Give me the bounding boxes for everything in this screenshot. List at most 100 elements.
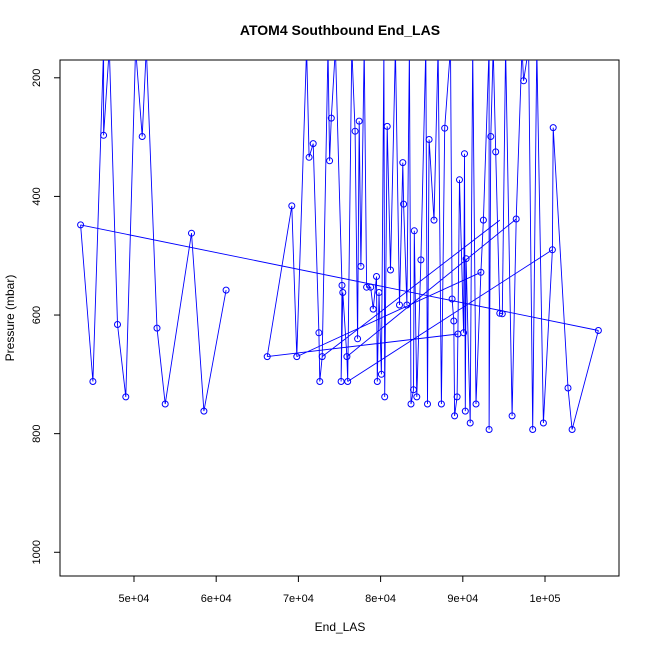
data-point: [381, 393, 389, 401]
y-axis: 200 400 600 800 1000: [31, 69, 60, 565]
data-point: [326, 157, 334, 165]
data-point: [361, 45, 367, 51]
data-point: [403, 301, 411, 309]
data-point: [472, 400, 480, 408]
y-tick-label: 200: [31, 69, 43, 87]
data-point: [373, 378, 381, 385]
y-tick-label: 600: [31, 306, 43, 324]
data-point: [138, 133, 146, 140]
data-point: [479, 216, 487, 224]
data-point: [363, 283, 371, 291]
data-point: [519, 45, 525, 51]
data-point: [188, 229, 195, 237]
data-point: [343, 353, 351, 361]
data-point: [520, 77, 528, 85]
data-point: [101, 45, 107, 51]
data-point: [309, 140, 317, 148]
data-point: [354, 335, 362, 343]
data-point: [338, 281, 346, 289]
data-point: [594, 327, 602, 334]
data-point: [263, 353, 271, 361]
data-point: [539, 419, 547, 427]
data-point: [122, 393, 130, 401]
data-point: [485, 426, 493, 433]
data-point: [512, 215, 520, 223]
plot-frame: [59, 59, 620, 577]
data-point: [413, 393, 421, 401]
data-point: [392, 45, 398, 51]
data-point: [383, 122, 391, 130]
x-tick-label: 8e+04: [365, 593, 396, 605]
data-point: [316, 378, 324, 385]
data-point: [453, 393, 461, 401]
data-point: [396, 301, 403, 309]
data-point: [430, 216, 438, 224]
data-point: [477, 268, 485, 276]
series-group: [77, 45, 602, 433]
data-point: [369, 305, 377, 313]
data-point: [387, 266, 394, 274]
data-point: [417, 256, 425, 264]
data-point: [407, 400, 415, 408]
data-point: [549, 124, 557, 132]
chart-title: ATOM4 Southbound End_LAS: [240, 22, 440, 38]
data-point: [526, 45, 532, 51]
data-point: [114, 321, 121, 328]
y-tick-label: 800: [31, 424, 43, 442]
data-point: [410, 386, 417, 394]
data-point: [486, 45, 492, 51]
data-point: [318, 353, 326, 361]
data-point: [490, 45, 496, 51]
data-point: [153, 324, 161, 332]
data-point: [435, 45, 441, 51]
data-point: [77, 221, 85, 229]
data-point: [339, 289, 347, 296]
data-point: [466, 419, 474, 427]
data-point: [437, 400, 445, 408]
x-axis: 5e+04 6e+04 7e+04 8e+04 9e+04 1e+05: [119, 576, 560, 605]
data-point: [305, 153, 313, 161]
data-point: [161, 400, 169, 408]
data-point: [503, 45, 509, 51]
data-point: [222, 286, 230, 294]
data-point: [470, 45, 476, 51]
data-point: [315, 329, 323, 337]
y-tick-label: 1000: [31, 540, 43, 564]
x-tick-label: 6e+04: [201, 593, 232, 605]
data-point: [399, 159, 407, 167]
data-point: [304, 45, 310, 51]
data-point: [487, 133, 495, 140]
data-point: [325, 45, 331, 51]
data-point: [460, 329, 468, 337]
data-point: [508, 412, 516, 420]
data-point: [534, 45, 540, 51]
data-point: [410, 227, 418, 235]
series-line: [80, 60, 599, 430]
data-point: [548, 246, 556, 254]
data-point: [381, 45, 387, 51]
data-point: [143, 45, 149, 51]
y-tick-label: 400: [31, 187, 43, 205]
data-point: [496, 309, 504, 317]
data-point: [351, 127, 359, 135]
data-layer: [77, 45, 602, 433]
x-tick-label: 5e+04: [119, 593, 150, 605]
data-point: [344, 378, 352, 385]
data-point: [106, 45, 112, 51]
data-point: [293, 353, 301, 361]
data-point: [373, 273, 380, 280]
data-point: [288, 202, 296, 210]
data-point: [337, 378, 345, 385]
y-axis-label: Pressure (mbar): [3, 275, 17, 362]
data-point: [327, 114, 335, 122]
data-point: [355, 117, 363, 125]
data-point: [100, 131, 108, 139]
data-point: [406, 45, 412, 51]
data-point: [498, 310, 506, 318]
data-point: [89, 378, 97, 385]
data-point: [492, 148, 500, 156]
data-point: [441, 124, 449, 132]
data-point: [200, 407, 208, 415]
data-point: [450, 317, 458, 325]
